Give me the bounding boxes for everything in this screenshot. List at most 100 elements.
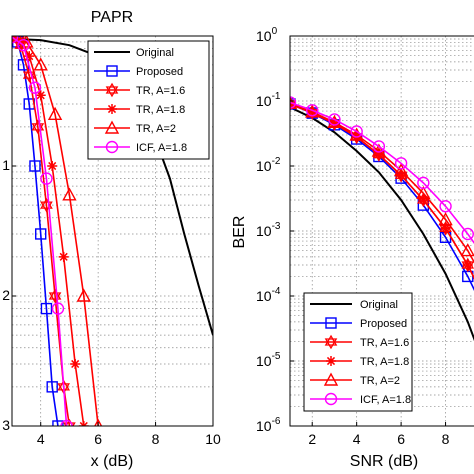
ber-data-point bbox=[460, 243, 474, 257]
papr-plot-frame bbox=[11, 35, 214, 427]
ber-y-tick-base: 10 bbox=[256, 288, 272, 304]
papr-data-point bbox=[58, 251, 69, 262]
papr-data-point bbox=[12, 36, 19, 44]
ber-y-axis-label: BER bbox=[231, 216, 248, 249]
papr-legend: Original Proposed TR, A=1.6 TR, A=1.8 TR, A=… bbox=[87, 40, 210, 160]
ber-y-tick-label: 10-1 bbox=[256, 91, 281, 109]
papr-data-point bbox=[35, 90, 46, 101]
papr-series-line bbox=[12, 36, 68, 426]
ber-series-line bbox=[290, 102, 474, 264]
papr-legend-label: Original bbox=[136, 47, 174, 59]
ber-data-point bbox=[329, 118, 340, 129]
papr-data-point bbox=[40, 302, 53, 315]
ber-data-point bbox=[306, 104, 319, 117]
ber-y-tick-base: 10 bbox=[256, 93, 272, 109]
ber-data-point bbox=[372, 140, 386, 153]
ber-legend-label: Original bbox=[360, 299, 398, 311]
ber-x-ticks: 2 4 6 8 bbox=[308, 422, 450, 447]
papr-x-ticks: 4 6 8 10 bbox=[37, 422, 221, 447]
papr-data-point bbox=[17, 38, 30, 52]
papr-x-tick-label: 6 bbox=[94, 431, 102, 447]
papr-panel: PAPR 4 6 8 10 123 x (dB) OriginalProposedTR… bbox=[2, 9, 221, 470]
ber-y-tick-base: 10 bbox=[256, 353, 272, 369]
papr-x-tick-label: 8 bbox=[152, 431, 160, 447]
ber-x-tick-label: 6 bbox=[397, 431, 405, 447]
ber-series-group bbox=[290, 95, 474, 342]
papr-x-axis-label: x (dB) bbox=[91, 453, 134, 470]
papr-x-tick-label: 4 bbox=[37, 431, 45, 447]
papr-data-point bbox=[47, 106, 63, 120]
papr-data-point bbox=[33, 57, 48, 71]
ber-y-tick-base: 10 bbox=[256, 223, 272, 239]
papr-data-point bbox=[24, 51, 35, 62]
ber-legend-marker bbox=[325, 317, 337, 329]
ber-data-point bbox=[290, 96, 297, 109]
papr-legend-marker bbox=[104, 120, 120, 134]
papr-legend-marker bbox=[106, 65, 118, 77]
ber-y-tick-exponent: -5 bbox=[272, 351, 281, 362]
papr-legend-label: TR, A=2 bbox=[136, 123, 176, 135]
ber-series-line bbox=[290, 106, 474, 342]
papr-data-point bbox=[28, 81, 42, 94]
ber-legend: Original Proposed TR, A=1.6 TR, A=1.8 TR, A=… bbox=[303, 292, 413, 412]
ber-y-tick-exponent: -3 bbox=[272, 221, 281, 232]
ber-legend-marker bbox=[324, 334, 338, 350]
papr-data-point bbox=[35, 228, 47, 240]
ber-data-point bbox=[461, 227, 474, 241]
ber-legend-label: TR, A=1.8 bbox=[360, 356, 409, 368]
ber-legend-label: Proposed bbox=[360, 318, 407, 330]
ber-data-point bbox=[438, 212, 453, 226]
papr-data-point bbox=[62, 187, 77, 201]
papr-data-point bbox=[60, 419, 73, 426]
ber-series-line bbox=[290, 103, 474, 280]
papr-y-tick-label: 3 bbox=[2, 417, 10, 433]
papr-data-point bbox=[40, 172, 53, 185]
ber-data-point bbox=[416, 185, 431, 200]
ber-legend-label: TR, A=1.6 bbox=[360, 337, 409, 349]
ber-legend-items: Original Proposed TR, A=1.6 TR, A=1.8 TR, A=… bbox=[310, 299, 411, 406]
ber-y-tick-exponent: -4 bbox=[272, 286, 281, 297]
papr-legend-marker bbox=[105, 82, 119, 98]
ber-y-tick-label: 10-5 bbox=[256, 351, 281, 369]
ber-series-line bbox=[290, 101, 474, 245]
ber-data-point bbox=[373, 149, 384, 160]
ber-x-tick-label: 8 bbox=[442, 431, 450, 447]
ber-y-tick-exponent: -6 bbox=[272, 416, 281, 427]
ber-y-tick-label: 100 bbox=[256, 26, 278, 44]
ber-x-tick-label: 4 bbox=[353, 431, 361, 447]
papr-series-line bbox=[12, 36, 99, 426]
ber-data-point bbox=[328, 113, 341, 126]
papr-legend-label: ICF, A=1.8 bbox=[136, 142, 187, 154]
ber-data-point bbox=[393, 163, 409, 177]
papr-legend-label: TR, A=1.6 bbox=[136, 85, 185, 97]
ber-data-point bbox=[394, 157, 408, 170]
papr-series-line bbox=[12, 36, 85, 426]
papr-y-tick-label: 2 bbox=[2, 287, 10, 303]
papr-legend-label: Proposed bbox=[136, 66, 183, 78]
ber-y-tick-label: 10-3 bbox=[256, 221, 281, 239]
papr-title: PAPR bbox=[91, 9, 133, 26]
papr-legend-box bbox=[87, 40, 210, 160]
papr-y-ticks: 1 2 3 bbox=[2, 157, 16, 433]
papr-data-point bbox=[19, 36, 34, 48]
ber-x-axis-label: SNR (dB) bbox=[350, 453, 418, 470]
papr-data-point bbox=[52, 420, 64, 426]
ber-data-point bbox=[349, 127, 364, 141]
ber-legend-marker bbox=[323, 372, 339, 386]
ber-data-point bbox=[439, 200, 452, 213]
ber-y-tick-base: 10 bbox=[256, 158, 272, 174]
ber-y-tick-base: 10 bbox=[256, 418, 272, 434]
papr-data-point bbox=[51, 302, 65, 315]
ber-y-tick-exponent: -2 bbox=[272, 156, 281, 167]
ber-y-tick-exponent: 0 bbox=[272, 26, 278, 37]
ber-data-point bbox=[350, 125, 363, 138]
papr-data-point bbox=[76, 288, 91, 302]
papr-data-point bbox=[46, 381, 58, 393]
papr-legend-marker bbox=[105, 140, 119, 154]
papr-data-point bbox=[29, 160, 41, 172]
ber-series-line bbox=[290, 103, 474, 291]
ber-legend-marker bbox=[326, 356, 336, 366]
